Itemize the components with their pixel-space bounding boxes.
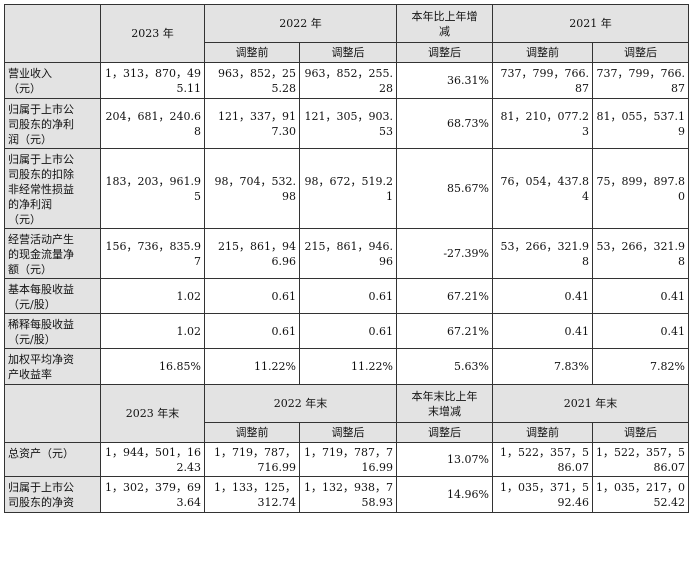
header-2023: 2023 年: [100, 4, 205, 63]
header-change-end-after: 调整后: [396, 422, 493, 443]
value-cell-v2023: 16.85%: [100, 348, 205, 385]
value-cell-v2022b: 1，133，125，312.74: [204, 476, 300, 513]
row-label: 加权平均净资 产收益率: [4, 348, 101, 385]
value-cell-chg: 67.21%: [396, 278, 493, 314]
table-row: 归属于上市公 司股东的净资 1，302，379，693.64 1，133，125，3…: [4, 476, 689, 513]
row-label: 总资产（元）: [4, 442, 101, 477]
header-2021: 2021 年: [492, 4, 689, 43]
header-2021-before: 调整前: [492, 42, 593, 63]
row-label: 经营活动产生 的现金流量净 额（元）: [4, 228, 101, 279]
value-cell-v2022a: 11.22%: [299, 348, 397, 385]
value-cell-v2022a: 963，852，255.28: [299, 62, 397, 99]
value-cell-v2021a: 81，055，537.19: [592, 98, 689, 149]
value-cell-v2021b: 1，522，357，586.07: [492, 442, 593, 477]
header-row: 2023 年 2022 年 本年比上年增 减 2021 年: [4, 4, 689, 63]
value-cell-v2022a: 215，861，946.96: [299, 228, 397, 279]
value-cell-v2021b: 7.83%: [492, 348, 593, 385]
value-cell-v2022b: 0.61: [204, 313, 300, 349]
value-cell-v2022b: 121，337，917.30: [204, 98, 300, 149]
value-cell-chg: 67.21%: [396, 313, 493, 349]
value-cell-v2022a: 1，132，938，758.93: [299, 476, 397, 513]
value-cell-v2021a: 7.82%: [592, 348, 689, 385]
value-cell-v2021b: 1，035，371，592.46: [492, 476, 593, 513]
financial-data-table: 2023 年 2022 年 本年比上年增 减 2021 年 调整前 调整后 调整…: [4, 4, 689, 513]
value-cell-v2023: 1，944，501，162.43: [100, 442, 205, 477]
value-cell-chg: 14.96%: [396, 476, 493, 513]
header-change-after: 调整后: [396, 42, 493, 63]
value-cell-v2022a: 121，305，903.53: [299, 98, 397, 149]
value-cell-chg: 68.73%: [396, 98, 493, 149]
value-cell-v2021b: 0.41: [492, 313, 593, 349]
header-2021-end-before: 调整前: [492, 422, 593, 443]
value-cell-v2022b: 0.61: [204, 278, 300, 314]
header-2023-end: 2023 年末: [100, 384, 205, 443]
value-cell-v2023: 1.02: [100, 278, 205, 314]
table-body: 2023 年 2022 年 本年比上年增 减 2021 年 调整前 调整后 调整…: [4, 4, 689, 513]
table-row: 归属于上市公 司股东的净利 润（元） 204，681，240.68 121，337，…: [4, 98, 689, 149]
table-row: 经营活动产生 的现金流量净 额（元） 156，736，835.97 215，861，…: [4, 228, 689, 279]
value-cell-chg: 36.31%: [396, 62, 493, 99]
table-row: 基本每股收益 （元/股） 1.02 0.61 0.61 67.21% 0.41 0.41: [4, 278, 689, 314]
value-cell-chg: 13.07%: [396, 442, 493, 477]
value-cell-v2021b: 0.41: [492, 278, 593, 314]
value-cell-v2021a: 53，266，321.98: [592, 228, 689, 279]
value-cell-v2022a: 1，719，787，716.99: [299, 442, 397, 477]
value-cell-v2022b: 1，719，787，716.99: [204, 442, 300, 477]
value-cell-v2021b: 81，210，077.23: [492, 98, 593, 149]
header-2022-end-before: 调整前: [204, 422, 300, 443]
value-cell-v2022b: 215，861，946.96: [204, 228, 300, 279]
value-cell-chg: 85.67%: [396, 148, 493, 229]
row-label: 归属于上市公 司股东的扣除 非经常性损益 的净利润 （元）: [4, 148, 101, 229]
value-cell-v2023: 156，736，835.97: [100, 228, 205, 279]
value-cell-v2023: 1，313，870，495.11: [100, 62, 205, 99]
value-cell-v2021a: 737，799，766.87: [592, 62, 689, 99]
header-2021-end: 2021 年末: [492, 384, 689, 423]
value-cell-v2023: 204，681，240.68: [100, 98, 205, 149]
row-label: 营业收入 （元）: [4, 62, 101, 99]
header-2022-end-after: 调整后: [299, 422, 397, 443]
value-cell-v2021b: 737，799，766.87: [492, 62, 593, 99]
header-2021-end-after: 调整后: [592, 422, 689, 443]
value-cell-v2021a: 75，899，897.80: [592, 148, 689, 229]
header-2022-after: 调整后: [299, 42, 397, 63]
subheader-row: 调整前 调整后 调整后 调整前 调整后: [5, 42, 689, 63]
value-cell-v2022a: 0.61: [299, 313, 397, 349]
row-label: 基本每股收益 （元/股）: [4, 278, 101, 314]
value-cell-v2023: 1.02: [100, 313, 205, 349]
value-cell-v2022b: 11.22%: [204, 348, 300, 385]
table-row: 营业收入 （元） 1，313，870，495.11 963，852，255.28 96…: [4, 62, 689, 99]
value-cell-v2021a: 1，522，357，586.07: [592, 442, 689, 477]
value-cell-v2021a: 0.41: [592, 278, 689, 314]
value-cell-v2021a: 1，035，217，052.42: [592, 476, 689, 513]
header-row-2: 2023 年末 2022 年末 本年末比上年 末增减 2021 年末: [4, 384, 689, 443]
row-label: 稀释每股收益 （元/股）: [4, 313, 101, 349]
value-cell-v2021a: 0.41: [592, 313, 689, 349]
value-cell-v2022b: 98，704，532.98: [204, 148, 300, 229]
table-row: 稀释每股收益 （元/股） 1.02 0.61 0.61 67.21% 0.41 0.41: [4, 313, 689, 349]
value-cell-v2021b: 53，266，321.98: [492, 228, 593, 279]
table-row: 加权平均净资 产收益率 16.85% 11.22% 11.22% 5.63% 7.83% 7…: [4, 348, 689, 385]
header-2022-end: 2022 年末: [204, 384, 397, 423]
row-label: 归属于上市公 司股东的净利 润（元）: [4, 98, 101, 149]
header-change-end: 本年末比上年 末增减: [396, 384, 493, 423]
header-change: 本年比上年增 减: [396, 4, 493, 43]
table-row: 总资产（元） 1，944，501，162.43 1，719，787，716.99 1，…: [4, 442, 689, 477]
value-cell-v2021b: 76，054，437.84: [492, 148, 593, 229]
value-cell-chg: 5.63%: [396, 348, 493, 385]
corner-cell-2: [4, 384, 101, 443]
value-cell-v2022a: 98，672，519.21: [299, 148, 397, 229]
value-cell-v2023: 183，203，961.95: [100, 148, 205, 229]
table-row: 归属于上市公 司股东的扣除 非经常性损益 的净利润 （元） 183，203，961…: [4, 148, 689, 229]
row-label: 归属于上市公 司股东的净资: [4, 476, 101, 513]
header-2022: 2022 年: [204, 4, 397, 43]
header-2021-after: 调整后: [592, 42, 689, 63]
corner-cell: [4, 4, 101, 63]
value-cell-v2022a: 0.61: [299, 278, 397, 314]
value-cell-v2022b: 963，852，255.28: [204, 62, 300, 99]
value-cell-chg: -27.39%: [396, 228, 493, 279]
value-cell-v2023: 1，302，379，693.64: [100, 476, 205, 513]
header-2022-before: 调整前: [204, 42, 300, 63]
